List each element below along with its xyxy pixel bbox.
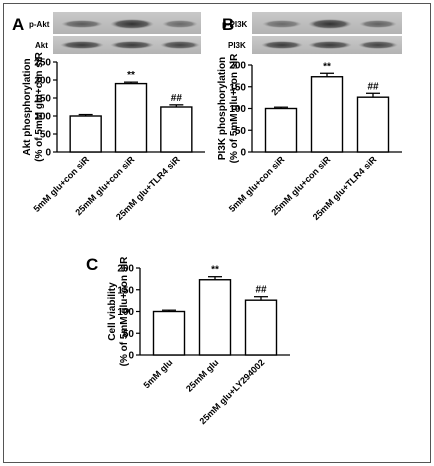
bar-b-1	[264, 107, 298, 153]
bar-b-3	[356, 96, 390, 153]
significance-label-c-2: **	[211, 265, 219, 276]
panel-letter-b: B	[222, 15, 234, 34]
y-axis-title-a: Akt phosphorylation	[22, 58, 33, 155]
y-axis-title-b: PI3K phosphorylation	[217, 57, 228, 160]
significance-label-a-2: **	[127, 70, 135, 81]
panel-letter-a: A	[12, 15, 24, 34]
y-tick-label-a: 200	[34, 76, 51, 87]
bar-a-2	[114, 82, 148, 153]
y-axis-title-c: (% of 5mM glu+con siR	[119, 256, 130, 367]
bar-c-3	[244, 299, 278, 356]
figure-frame	[3, 3, 431, 463]
category-label-c-2: 25mM glu	[184, 357, 220, 393]
significance-label-a-3: ##	[171, 93, 183, 104]
chart-panel-c: 0 50 100 150 200 Cell viability (% of 5mM glu+…	[107, 256, 290, 426]
y-axis-title-a: (% of 5mM glu+con siR	[34, 51, 45, 162]
y-tick-label-b: 150	[229, 82, 246, 93]
y-tick-label-c: 50	[123, 329, 135, 340]
bar-b-2	[310, 76, 344, 153]
y-tick-label-c: 200	[117, 264, 134, 275]
significance-label-b-2: **	[323, 61, 331, 72]
bar-c-2	[198, 279, 232, 356]
y-tick-label-c: 150	[117, 285, 134, 296]
blot-label-p-pi3k: p-PI3K	[222, 20, 248, 29]
y-tick-label-b: 50	[235, 126, 247, 137]
y-tick-label-b: 0	[240, 148, 246, 159]
y-axis-title-b: (% of 5mM glu+con siR	[229, 53, 240, 164]
blot-image-b	[252, 12, 402, 54]
y-tick-label-b: 100	[229, 104, 246, 115]
blot-label-akt: Akt	[35, 41, 48, 50]
y-tick-label-a: 250	[34, 58, 51, 69]
blot-label-p-akt: p-Akt	[29, 20, 50, 29]
panel-letter-c: C	[86, 255, 98, 274]
category-label-c-1: 5mM glu	[142, 357, 175, 390]
bar-c-1	[152, 310, 186, 356]
y-tick-label-a: 0	[45, 148, 51, 159]
bar-a-1	[69, 115, 102, 153]
significance-label-c-3: ##	[255, 285, 267, 296]
y-tick-label-a: 50	[40, 130, 52, 141]
y-tick-label-a: 150	[34, 94, 51, 105]
y-tick-label-c: 0	[128, 351, 134, 362]
blot-label-pi3k: PI3K	[228, 41, 246, 50]
bar-a-3	[160, 106, 193, 153]
blot-image-a	[53, 12, 201, 54]
y-tick-label-c: 100	[117, 307, 134, 318]
y-axis-title-c: Cell viability	[107, 282, 118, 341]
y-tick-label-b: 200	[229, 61, 246, 72]
significance-label-b-3: ##	[367, 81, 379, 92]
y-tick-label-a: 100	[34, 112, 51, 123]
